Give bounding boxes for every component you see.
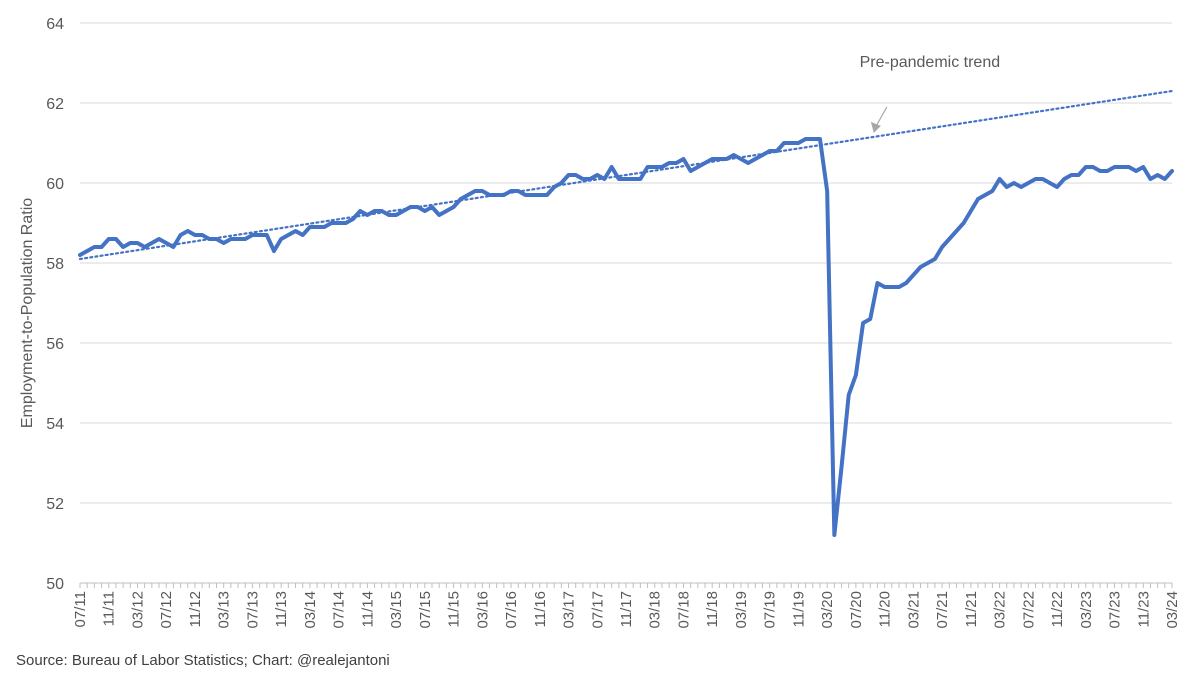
x-tick-label-03-16: 03/16 [474,591,491,629]
y-axis-label: Employment-to-Population Ratio [19,198,36,428]
x-tick-label-07-11: 07/11 [72,591,89,627]
x-tick-label-07-16: 07/16 [503,591,520,629]
x-tick-label-03-12: 03/12 [129,591,146,629]
actual-series-line [78,137,1174,537]
y-tick-label-56: 56 [46,336,64,353]
y-tick-label-60: 60 [46,176,64,193]
x-tick-label-07-19: 07/19 [762,591,779,629]
x-tick-label-03-24: 03/24 [1164,591,1181,629]
x-tick-label-07-14: 07/14 [331,591,348,629]
source-note: Source: Bureau of Labor Statistics; Char… [16,652,390,669]
y-tick-label-54: 54 [46,416,64,433]
x-tick-label-07-17: 07/17 [589,591,606,629]
x-axis-ticks: 07/11 11/11 03/12 07/12 11/12 03/13 07/13 11/13… [72,583,1181,629]
x-tick-label-07-18: 07/18 [675,591,692,629]
x-tick-label-07-23: 07/23 [1107,591,1124,629]
x-tick-label-11-12: 11/12 [187,591,204,627]
x-tick-label-11-14: 11/14 [359,591,376,627]
x-tick-label-11-20: 11/20 [877,591,894,627]
x-tick-label-11-23: 11/23 [1135,591,1152,627]
x-tick-label-07-15: 07/15 [417,591,434,629]
x-tick-label-07-22: 07/22 [1020,591,1037,629]
y-tick-label-62: 62 [46,96,64,113]
series-layer [78,89,1174,537]
x-tick-label-03-17: 03/17 [561,591,578,629]
y-tick-label-58: 58 [46,256,64,273]
annotation-pre-pandemic-trend: Pre-pandemic trend [860,54,1001,71]
x-tick-label-03-14: 03/14 [302,591,319,629]
y-tick-label-64: 64 [46,16,64,33]
x-tick-label-03-20: 03/20 [819,591,836,629]
x-tick-label-03-22: 03/22 [992,591,1009,629]
x-tick-label-11-19: 11/19 [790,591,807,627]
x-tick-label-03-21: 03/21 [905,591,922,629]
x-tick-label-11-22: 11/22 [1049,591,1066,627]
x-tick-label-07-12: 07/12 [158,591,175,629]
y-tick-label-50: 50 [46,576,64,593]
x-tick-label-03-19: 03/19 [733,591,750,629]
x-tick-label-03-18: 03/18 [647,591,664,629]
x-tick-label-07-21: 07/21 [934,591,951,629]
trend-series-line [78,89,1174,261]
x-tick-label-03-15: 03/15 [388,591,405,629]
y-axis-ticks: 50 52 54 56 58 60 62 64 [46,16,64,593]
x-tick-label-11-17: 11/17 [618,591,635,627]
x-tick-label-11-18: 11/18 [704,591,721,627]
annotation-layer: Pre-pandemic trend [860,54,1001,133]
x-tick-label-11-15: 11/15 [446,591,463,627]
x-tick-label-11-13: 11/13 [273,591,290,627]
line-chart: 50 52 54 56 58 60 62 64 07/11 11/11 03/12 07/12 11/… [19,16,1181,629]
x-tick-label-03-13: 03/13 [216,591,233,629]
x-tick-label-03-23: 03/23 [1078,591,1095,629]
y-tick-label-52: 52 [46,496,64,513]
x-tick-label-11-11: 11/11 [101,591,118,626]
annotation-arrowhead [870,121,881,133]
x-tick-label-11-21: 11/21 [963,591,980,627]
x-tick-label-07-20: 07/20 [848,591,865,629]
gridlines [80,22,1172,504]
x-tick-label-07-13: 07/13 [244,591,261,629]
x-tick-label-11-16: 11/16 [532,591,549,627]
annotation-arrow [876,106,888,126]
